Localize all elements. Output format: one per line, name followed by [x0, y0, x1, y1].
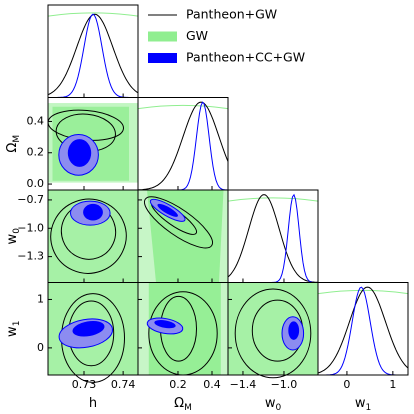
marginal [48, 13, 138, 98]
label-main: h [89, 396, 97, 411]
contour [72, 320, 105, 337]
label-main: w [5, 326, 20, 337]
marginal [318, 286, 408, 376]
y-axis-label: w1 [5, 321, 22, 337]
marginal [317, 286, 409, 374]
x-tick-label: 0 [343, 378, 350, 391]
panel-frame [47, 4, 139, 98]
marginal [227, 194, 318, 283]
y-tick-label: 0.4 [27, 114, 45, 127]
legend-label: GW [186, 28, 208, 43]
contour [157, 203, 178, 217]
y-tick-label: 0 [37, 341, 44, 354]
y-tick-label: 0.0 [27, 177, 45, 190]
label-main: w [355, 396, 366, 411]
legend-swatch [148, 31, 177, 42]
label-main: Ω [5, 143, 20, 153]
marginal [317, 289, 409, 295]
x-axis-label: w0 [265, 396, 282, 413]
legend-swatch [148, 53, 177, 63]
legend-label: Pantheon+GW [186, 7, 277, 22]
label-sub: 1 [12, 321, 22, 327]
contour [154, 320, 176, 329]
x-tick-label: 0.4 [203, 378, 221, 391]
label-sub: M [184, 403, 192, 413]
label-main: Ω [174, 396, 184, 411]
contour [83, 203, 103, 221]
marginal [138, 101, 229, 191]
x-tick-label: −1.4 [230, 378, 257, 391]
label-sub: 1 [365, 403, 371, 413]
y-tick-label: −1.3 [17, 250, 44, 263]
contour [288, 321, 300, 340]
x-tick-label: 0.73 [72, 378, 97, 391]
x-tick-label: 0.74 [111, 378, 136, 391]
contour [67, 139, 92, 167]
x-tick-label: 0.2 [169, 378, 187, 391]
y-axis-label: ΩM [5, 135, 22, 153]
x-tick-label: 1 [389, 378, 396, 391]
marginal [137, 104, 229, 110]
contour [50, 198, 127, 274]
x-axis-label: ΩM [174, 396, 192, 413]
x-tick-label: −1.0 [271, 378, 298, 391]
y-tick-label: 0.2 [27, 146, 45, 159]
marginal [47, 12, 139, 17]
legend-label: Pantheon+CC+GW [186, 50, 305, 65]
y-tick-label: −0.7 [17, 193, 44, 206]
label-sub: 0 [275, 403, 281, 413]
label-main: w [265, 396, 276, 411]
x-axis-label: h [89, 396, 97, 411]
label-sub: 0 [12, 228, 22, 234]
panel-frame [317, 282, 409, 376]
contour [234, 288, 312, 379]
label-sub: M [12, 135, 22, 143]
marginal [47, 13, 139, 96]
marginal [227, 197, 319, 202]
y-tick-label: 1 [37, 292, 44, 305]
marginal [137, 101, 229, 191]
y-axis-label: w0 [5, 228, 22, 245]
y-tick-label: −1.0 [17, 221, 44, 234]
label-main: w [5, 233, 20, 244]
x-axis-label: w1 [355, 396, 371, 413]
contour [144, 196, 213, 249]
